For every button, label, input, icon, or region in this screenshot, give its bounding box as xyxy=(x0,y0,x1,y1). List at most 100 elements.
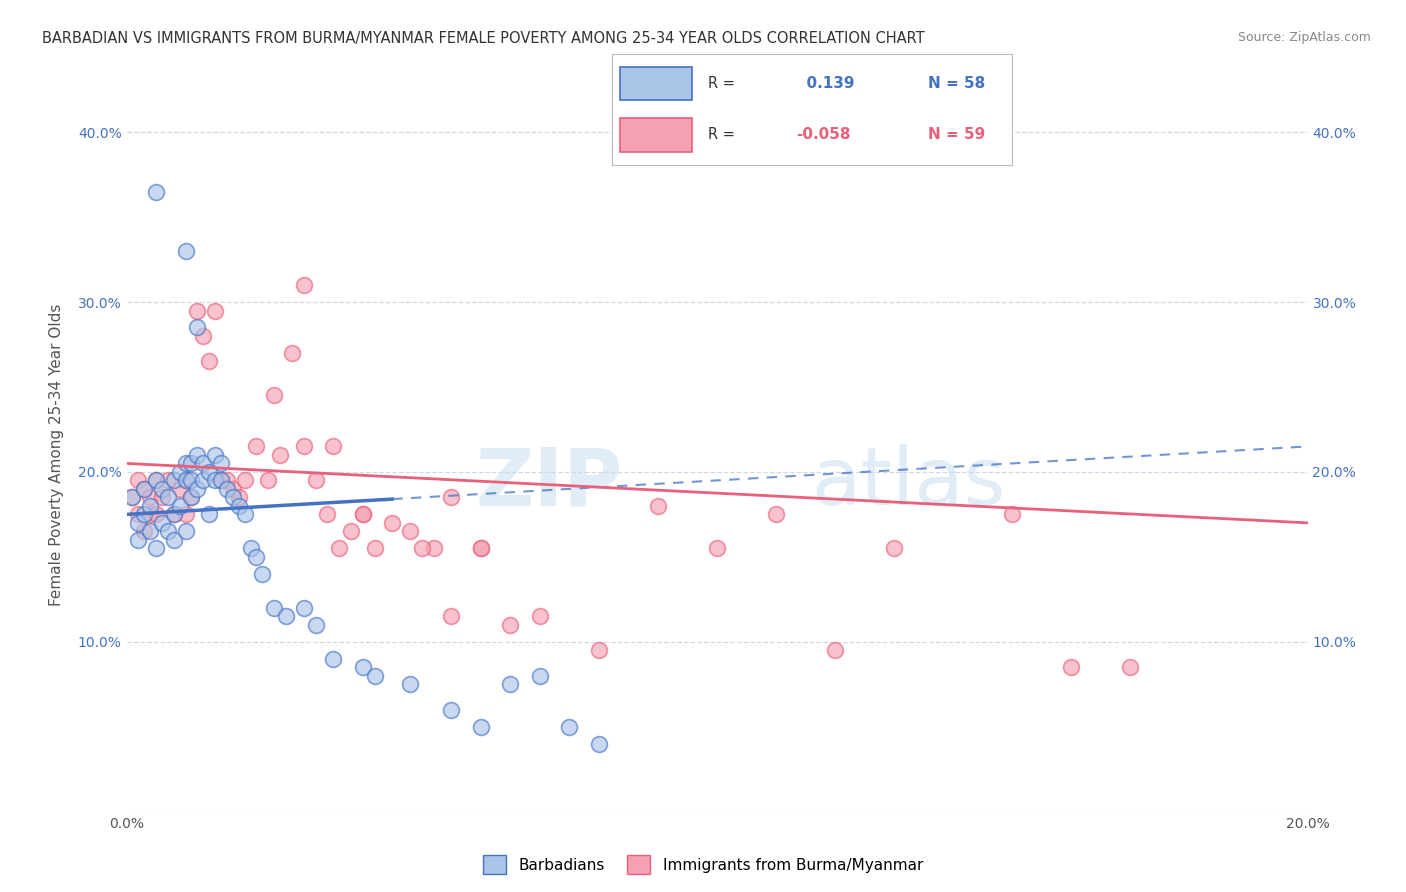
Point xyxy=(163,533,186,547)
Point xyxy=(127,533,149,547)
Point xyxy=(440,703,463,717)
Point xyxy=(883,541,905,556)
Point xyxy=(193,474,215,488)
Point xyxy=(215,474,238,488)
Point xyxy=(127,474,149,488)
Point xyxy=(222,482,245,496)
Point xyxy=(169,499,191,513)
Point xyxy=(316,508,339,522)
Point xyxy=(215,482,238,496)
Point xyxy=(150,491,173,505)
Point xyxy=(352,508,374,522)
Point xyxy=(139,499,162,513)
Point xyxy=(174,474,197,488)
Point xyxy=(322,652,344,666)
Point xyxy=(134,508,156,522)
Point xyxy=(263,388,285,402)
Point xyxy=(328,541,350,556)
Point xyxy=(145,474,167,488)
Point xyxy=(340,524,363,539)
Point xyxy=(292,439,315,453)
Point xyxy=(127,516,149,530)
FancyBboxPatch shape xyxy=(620,119,692,152)
Point xyxy=(145,474,167,488)
Point xyxy=(193,329,215,343)
Point xyxy=(180,457,202,471)
Legend: Barbadians, Immigrants from Burma/Myanmar: Barbadians, Immigrants from Burma/Myanma… xyxy=(477,849,929,880)
Point xyxy=(174,524,197,539)
Point xyxy=(399,524,422,539)
Point xyxy=(470,541,492,556)
Point xyxy=(139,524,162,539)
Point xyxy=(127,508,149,522)
Point xyxy=(156,491,179,505)
Point xyxy=(499,677,522,691)
Point xyxy=(269,448,291,462)
Point xyxy=(381,516,404,530)
Point xyxy=(121,491,143,505)
Point xyxy=(150,482,173,496)
Point xyxy=(363,541,385,556)
Point xyxy=(233,474,256,488)
Point xyxy=(186,303,208,318)
Point xyxy=(156,474,179,488)
Point xyxy=(139,508,162,522)
Point xyxy=(824,643,846,657)
Text: ZIP: ZIP xyxy=(475,444,623,523)
Point xyxy=(186,320,208,334)
Text: N = 59: N = 59 xyxy=(928,128,986,143)
Point xyxy=(209,457,232,471)
Point xyxy=(422,541,444,556)
Point xyxy=(588,737,610,751)
Point xyxy=(209,474,232,488)
Point xyxy=(180,491,202,505)
Point xyxy=(228,491,250,505)
Point xyxy=(186,448,208,462)
Point xyxy=(470,541,492,556)
Point xyxy=(180,491,202,505)
Point xyxy=(558,720,581,734)
Text: R =: R = xyxy=(707,76,735,91)
Point xyxy=(228,499,250,513)
Text: 0.139: 0.139 xyxy=(796,76,855,91)
Point xyxy=(245,549,267,564)
Point xyxy=(529,669,551,683)
Point xyxy=(257,474,280,488)
Point xyxy=(139,491,162,505)
Point xyxy=(263,600,285,615)
Point xyxy=(193,457,215,471)
Point xyxy=(440,491,463,505)
Point xyxy=(499,617,522,632)
Point xyxy=(174,244,197,258)
Y-axis label: Female Poverty Among 25-34 Year Olds: Female Poverty Among 25-34 Year Olds xyxy=(49,304,63,606)
Point xyxy=(292,278,315,293)
Point xyxy=(134,482,156,496)
Point xyxy=(169,465,191,479)
Point xyxy=(134,524,156,539)
Point xyxy=(440,609,463,624)
Point xyxy=(174,474,197,488)
Point xyxy=(209,474,232,488)
Point xyxy=(363,669,385,683)
Point xyxy=(529,609,551,624)
Point xyxy=(169,482,191,496)
Point xyxy=(145,508,167,522)
Text: atlas: atlas xyxy=(811,444,1005,523)
Point xyxy=(180,474,202,488)
Point xyxy=(233,508,256,522)
Point xyxy=(322,439,344,453)
FancyBboxPatch shape xyxy=(620,67,692,101)
Point xyxy=(145,541,167,556)
Text: N = 58: N = 58 xyxy=(928,76,986,91)
Point xyxy=(352,508,374,522)
Point xyxy=(198,465,221,479)
Point xyxy=(239,541,262,556)
Point xyxy=(163,508,186,522)
Point xyxy=(706,541,728,556)
Point xyxy=(174,457,197,471)
Point xyxy=(198,508,221,522)
Point xyxy=(156,524,179,539)
Point xyxy=(145,185,167,199)
Point xyxy=(1119,660,1142,674)
Point xyxy=(304,474,326,488)
